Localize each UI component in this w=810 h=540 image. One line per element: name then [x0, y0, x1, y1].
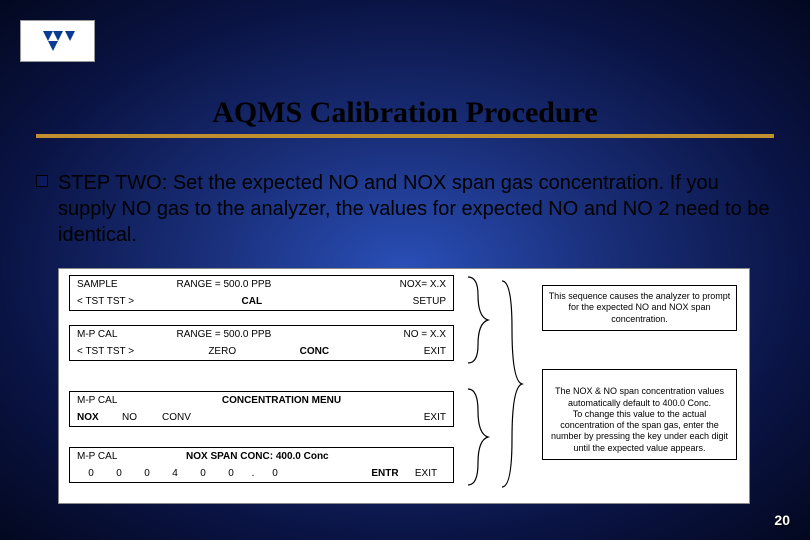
p4-mpcal: M-P CAL [77, 451, 147, 462]
note-sequence: This sequence causes the analyzer to pro… [542, 285, 737, 331]
p1-cal: CAL [242, 296, 292, 307]
p4-d3: 4 [161, 468, 189, 479]
p3-mpcal: M-P CAL [77, 395, 157, 406]
p1-nox: NOX= X.X [356, 279, 446, 290]
brace-3-icon [497, 279, 527, 489]
calibration-diagram: SAMPLE RANGE = 500.0 PPB NOX= X.X < TST … [58, 268, 750, 504]
p4-entr: ENTR [364, 468, 406, 479]
p4-d0: 0 [77, 468, 105, 479]
p3-conv: CONV [162, 412, 217, 423]
title-underline [36, 134, 774, 138]
p2-tst: < TST TST > [77, 346, 172, 357]
note1-text: This sequence causes the analyzer to pro… [549, 291, 731, 324]
panel-nox-span: M-P CAL NOX SPAN CONC: 400.0 Conc 0 0 0 … [69, 447, 454, 483]
brace-2-icon [463, 387, 493, 487]
p2-zero: ZERO [208, 346, 263, 357]
bullet-icon [36, 175, 48, 187]
p4-d2: 0 [133, 468, 161, 479]
p3-nox: NOX [77, 412, 122, 423]
p4-d6: . [245, 468, 261, 479]
panel-conc-menu: M-P CAL CONCENTRATION MENU NOX NO CONV E… [69, 391, 454, 427]
p3-no: NO [122, 412, 162, 423]
p4-d4: 0 [189, 468, 217, 479]
p4-d5: 0 [217, 468, 245, 479]
step-two-text: STEP TWO: Set the expected NO and NOX sp… [58, 170, 774, 248]
p4-span-conc: NOX SPAN CONC: 400.0 Conc [186, 451, 446, 462]
brace-1-icon [463, 275, 493, 365]
logo [20, 20, 95, 62]
p1-setup: SETUP [356, 296, 446, 307]
p2-range: RANGE = 500.0 PPB [177, 329, 337, 340]
p4-d1: 0 [105, 468, 133, 479]
teledyne-logo-icon [33, 26, 83, 56]
p2-mpcal: M-P CAL [77, 329, 157, 340]
p2-conc: CONC [300, 346, 355, 357]
p4-digits-row: 0 0 0 4 0 0 . 0 ENTR EXIT [70, 465, 453, 482]
panel-sample: SAMPLE RANGE = 500.0 PPB NOX= X.X < TST … [69, 275, 454, 311]
note-default: The NOX & NO span concentration values a… [542, 369, 737, 460]
note2-text: The NOX & NO span concentration values a… [551, 386, 728, 452]
p1-sample: SAMPLE [77, 279, 157, 290]
panel-mpcal-range: M-P CAL RANGE = 500.0 PPB NO = X.X < TST… [69, 325, 454, 361]
p1-range: RANGE = 500.0 PPB [177, 279, 337, 290]
p2-exit: EXIT [391, 346, 446, 357]
p4-exit: EXIT [406, 468, 446, 479]
p3-menu: CONCENTRATION MENU [177, 395, 387, 406]
page-title: AQMS Calibration Procedure [0, 96, 810, 130]
p1-tst: < TST TST > [77, 296, 177, 307]
p4-d7: 0 [261, 468, 289, 479]
p2-no: NO = X.X [356, 329, 446, 340]
page-number: 20 [774, 512, 790, 528]
p3-exit: EXIT [391, 412, 446, 423]
